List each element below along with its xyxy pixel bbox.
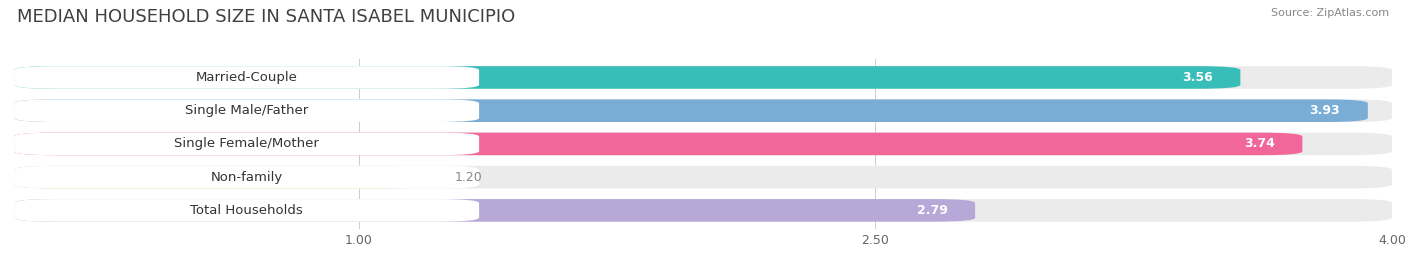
FancyBboxPatch shape (14, 133, 479, 155)
Text: 3.93: 3.93 (1309, 104, 1340, 117)
FancyBboxPatch shape (14, 199, 479, 222)
FancyBboxPatch shape (14, 99, 1368, 122)
FancyBboxPatch shape (14, 66, 1392, 89)
Text: 2.79: 2.79 (917, 204, 948, 217)
Text: Total Households: Total Households (190, 204, 302, 217)
Text: 1.20: 1.20 (456, 171, 482, 184)
FancyBboxPatch shape (14, 199, 976, 222)
Text: Source: ZipAtlas.com: Source: ZipAtlas.com (1271, 8, 1389, 18)
FancyBboxPatch shape (14, 133, 1302, 155)
Text: Single Male/Father: Single Male/Father (186, 104, 308, 117)
FancyBboxPatch shape (14, 99, 1392, 122)
FancyBboxPatch shape (14, 199, 1392, 222)
FancyBboxPatch shape (14, 66, 1240, 89)
FancyBboxPatch shape (14, 166, 427, 189)
Text: 3.56: 3.56 (1182, 71, 1213, 84)
Text: 3.74: 3.74 (1244, 137, 1275, 150)
Text: Married-Couple: Married-Couple (195, 71, 298, 84)
FancyBboxPatch shape (14, 99, 479, 122)
FancyBboxPatch shape (14, 133, 1392, 155)
FancyBboxPatch shape (14, 66, 479, 89)
FancyBboxPatch shape (14, 166, 1392, 189)
Text: Single Female/Mother: Single Female/Mother (174, 137, 319, 150)
Text: Non-family: Non-family (211, 171, 283, 184)
Text: MEDIAN HOUSEHOLD SIZE IN SANTA ISABEL MUNICIPIO: MEDIAN HOUSEHOLD SIZE IN SANTA ISABEL MU… (17, 8, 515, 26)
FancyBboxPatch shape (14, 166, 479, 189)
